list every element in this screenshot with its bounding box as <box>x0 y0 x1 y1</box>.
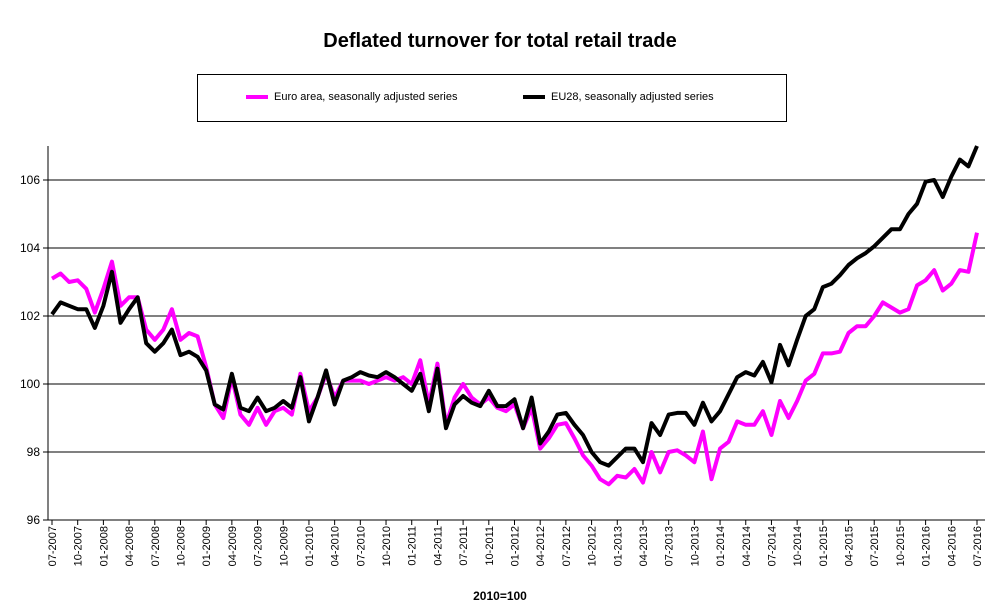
y-tick-label: 104 <box>20 241 40 255</box>
x-tick-label: 07-2016 <box>972 526 984 566</box>
x-tick-label: 01-2013 <box>612 526 624 566</box>
series-line-euro-area <box>50 232 979 487</box>
legend-swatch-euro-area <box>246 95 268 99</box>
x-tick-label: 07-2010 <box>355 526 367 566</box>
legend-label-eu28: EU28, seasonally adjusted series <box>551 91 714 103</box>
x-tick-label: 04-2012 <box>535 526 547 566</box>
x-tick-label: 04-2011 <box>432 526 444 566</box>
y-tick-label: 96 <box>27 513 41 527</box>
x-tick-label: 10-2011 <box>484 526 496 566</box>
chart-title: Deflated turnover for total retail trade <box>323 30 677 52</box>
x-tick-label: 07-2009 <box>253 526 265 566</box>
x-tick-label: 01-2014 <box>715 526 727 566</box>
legend-swatch-eu28 <box>523 95 545 99</box>
x-tick-label: 01-2008 <box>98 526 110 566</box>
x-tick-label: 07-2008 <box>150 526 162 566</box>
x-tick-label: 04-2015 <box>844 526 856 566</box>
x-tick-label: 04-2014 <box>741 526 753 566</box>
x-tick-label: 07-2015 <box>869 526 881 566</box>
legend-item-eu28: EU28, seasonally adjusted series <box>523 91 714 103</box>
y-tick-label: 102 <box>20 309 40 323</box>
x-tick-label: 10-2013 <box>689 526 701 566</box>
legend: Euro area, seasonally adjusted series EU… <box>197 74 787 122</box>
x-tick-label: 01-2011 <box>407 526 419 566</box>
legend-item-euro-area: Euro area, seasonally adjusted series <box>246 91 457 103</box>
x-tick-label: 07-2012 <box>561 526 573 566</box>
x-tick-label: 10-2008 <box>175 526 187 566</box>
x-tick-label: 10-2014 <box>792 526 804 566</box>
x-tick-label: 07-2011 <box>458 526 470 566</box>
x-tick-label: 10-2007 <box>73 526 85 566</box>
y-tick-label: 106 <box>20 173 40 187</box>
x-tick-label: 10-2010 <box>381 526 393 566</box>
x-tick-label: 04-2010 <box>330 526 342 566</box>
x-tick-label: 10-2015 <box>895 526 907 566</box>
series-line-eu28 <box>50 145 979 468</box>
x-tick-label: 07-2007 <box>47 526 59 566</box>
x-tick-label: 01-2009 <box>201 526 213 566</box>
legend-label-euro-area: Euro area, seasonally adjusted series <box>274 91 458 103</box>
x-tick-label: 04-2016 <box>946 526 958 566</box>
x-tick-label: 07-2014 <box>766 526 778 566</box>
x-tick-label: 04-2009 <box>227 526 239 566</box>
x-tick-label: 10-2012 <box>587 526 599 566</box>
x-tick-label: 01-2016 <box>921 526 933 566</box>
x-tick-label: 01-2012 <box>510 526 522 566</box>
x-tick-label: 01-2015 <box>818 526 830 566</box>
y-tick-label: 98 <box>27 445 41 459</box>
x-tick-label: 07-2013 <box>664 526 676 566</box>
y-tick-label: 100 <box>20 377 40 391</box>
x-tick-label: 10-2009 <box>278 526 290 566</box>
x-tick-label: 04-2013 <box>638 526 650 566</box>
x-tick-label: 01-2010 <box>304 526 316 566</box>
x-axis-label: 2010=100 <box>473 589 527 603</box>
x-tick-label: 04-2008 <box>124 526 136 566</box>
